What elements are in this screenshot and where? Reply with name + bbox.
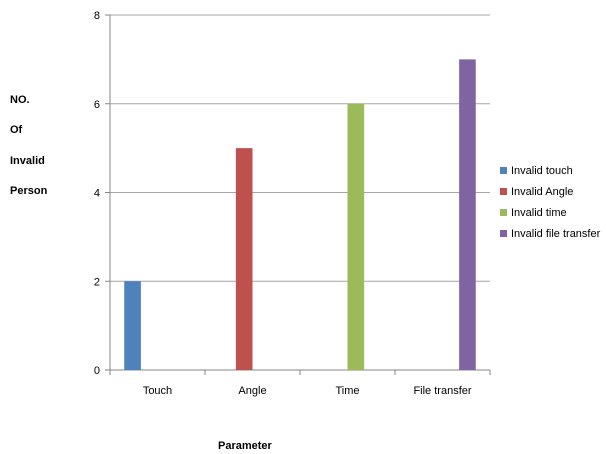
y-axis-label-line-2: Of xyxy=(10,124,23,136)
y-tick-label: 8 xyxy=(94,10,100,22)
y-tick-label: 6 xyxy=(94,99,100,111)
legend-label: Invalid touch xyxy=(511,164,573,177)
x-tick-label: File transfer xyxy=(413,385,471,397)
legend-item-invalid-file-transfer: Invalid file transfer xyxy=(500,223,600,244)
x-tick-label: Touch xyxy=(143,385,172,397)
y-tick-label: 0 xyxy=(94,365,100,377)
y-axis-label-line-3: Invalid xyxy=(10,155,45,167)
legend-item-invalid-angle: Invalid Angle xyxy=(500,181,600,202)
y-tick-label: 4 xyxy=(94,188,100,200)
bar-invalid-time xyxy=(347,103,365,370)
bar-invalid-touch xyxy=(124,281,141,370)
legend-item-invalid-time: Invalid time xyxy=(500,202,600,223)
legend-label: Invalid time xyxy=(511,206,567,219)
x-axis-label: Parameter xyxy=(218,440,272,452)
legend-label: Invalid file transfer xyxy=(511,227,601,240)
legend: Invalid touch Invalid Angle Invalid time… xyxy=(500,160,600,244)
legend-swatch xyxy=(500,188,507,195)
legend-label: Invalid Angle xyxy=(511,185,574,198)
legend-swatch xyxy=(500,230,507,237)
y-axis-label-line-1: NO. xyxy=(10,94,30,106)
x-tick-label: Angle xyxy=(238,385,266,397)
x-tick-label: Time xyxy=(335,385,359,397)
legend-item-invalid-touch: Invalid touch xyxy=(500,160,600,181)
bar-invalid-file-transfer xyxy=(459,59,476,370)
y-axis-label-line-4: Person xyxy=(10,185,48,197)
legend-swatch xyxy=(500,209,507,216)
y-tick-label: 2 xyxy=(94,276,100,288)
bar-invalid-angle xyxy=(235,148,253,370)
legend-swatch xyxy=(500,167,507,174)
